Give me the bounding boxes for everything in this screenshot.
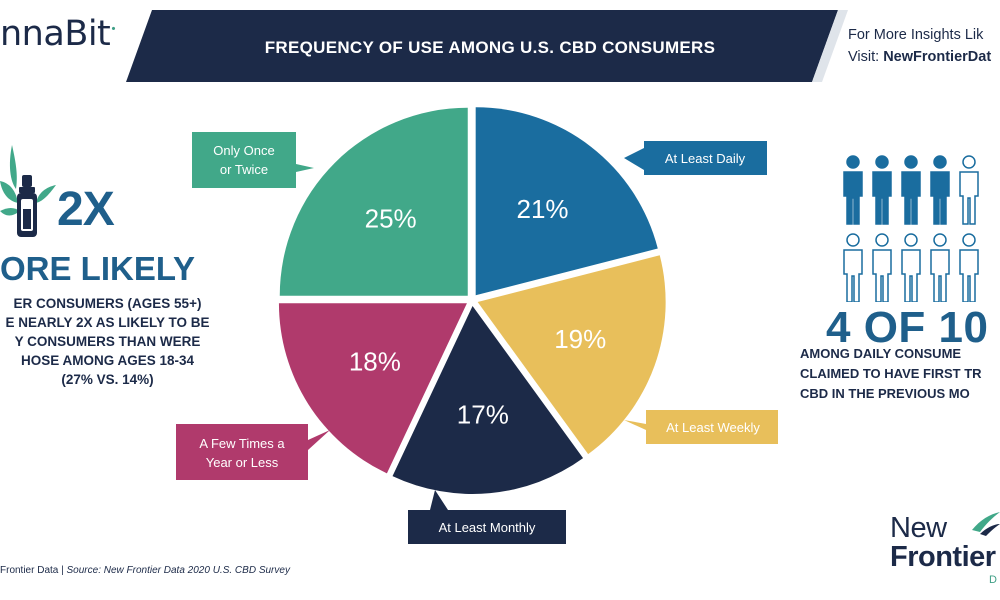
person-icon-outline bbox=[872, 233, 892, 302]
pie-slice-a-few-times-a-year-or-less bbox=[278, 303, 467, 474]
page-title: FREQUENCY OF USE AMONG U.S. CBD CONSUMER… bbox=[264, 38, 716, 57]
person-icon-outline bbox=[930, 233, 950, 302]
person-icon-outline bbox=[959, 233, 979, 302]
person-icon-outline bbox=[959, 155, 979, 225]
cannabis-dropper-icon bbox=[0, 145, 56, 237]
pie-slice-value-label: 19% bbox=[554, 324, 606, 354]
people-icon bbox=[843, 155, 979, 302]
person-icon-outline bbox=[843, 233, 863, 302]
insight-prefix: Visit: bbox=[848, 49, 884, 65]
footer-org: Frontier Data | bbox=[0, 565, 67, 576]
callout-once-label: or Twice bbox=[220, 162, 268, 177]
left-stat-description: ER CONSUMERS (AGES 55+) E NEARLY 2X AS L… bbox=[0, 294, 215, 389]
left-stat-heading: ORE LIKELY bbox=[0, 250, 195, 287]
pie-slice-at-least-daily bbox=[475, 107, 658, 296]
insight-link[interactable]: NewFrontierDat bbox=[883, 49, 992, 65]
right-stat-line: CBD IN THE PREVIOUS MO bbox=[800, 386, 970, 401]
brand-small: D bbox=[989, 574, 997, 586]
right-stat-description: AMONG DAILY CONSUME CLAIMED TO HAVE FIRS… bbox=[800, 344, 1000, 404]
callout-daily-box bbox=[624, 141, 767, 175]
brand-line-1: New bbox=[890, 512, 947, 544]
footer-source: Frontier Data | Source: New Frontier Dat… bbox=[0, 565, 290, 576]
cannabit-logo: nnaBit• bbox=[0, 14, 117, 54]
new-frontier-logo-mark bbox=[972, 512, 1000, 536]
left-stat-line: HOSE AMONG AGES 18-34 bbox=[20, 353, 195, 368]
callout-once-box bbox=[192, 132, 314, 188]
pie-slice-value-label: 17% bbox=[457, 400, 509, 430]
callout-daily-label: At Least Daily bbox=[665, 151, 746, 166]
pie-slice-at-least-monthly bbox=[392, 305, 584, 494]
callout-weekly-label: At Least Weekly bbox=[666, 420, 760, 435]
right-stat-line: AMONG DAILY CONSUME bbox=[800, 346, 962, 361]
footer-citation: Source: New Frontier Data 2020 U.S. CBD … bbox=[66, 565, 290, 576]
left-stat-line: E NEARLY 2X AS LIKELY TO BE bbox=[5, 315, 210, 330]
left-stat-line: Y CONSUMERS THAN WERE bbox=[14, 334, 201, 349]
brand-line-2: Frontier bbox=[890, 541, 996, 573]
header-title-banner bbox=[126, 10, 838, 82]
person-icon-highlighted bbox=[843, 155, 863, 225]
pie-slice-value-label: 25% bbox=[365, 204, 417, 234]
right-stat-line: CLAIMED TO HAVE FIRST TR bbox=[800, 366, 982, 381]
pie-slice-only-once-or-twice bbox=[279, 107, 468, 296]
insight-line: For More Insights Lik bbox=[848, 27, 984, 43]
person-icon-highlighted bbox=[872, 155, 892, 225]
callout-year-label: Year or Less bbox=[206, 455, 279, 470]
callout-monthly-label: At Least Monthly bbox=[439, 520, 536, 535]
pie-slice-value-label: 18% bbox=[349, 347, 401, 377]
callout-year-box bbox=[176, 424, 330, 480]
person-icon-highlighted bbox=[901, 155, 921, 225]
header-band bbox=[126, 10, 848, 82]
callout-year-label: A Few Times a bbox=[199, 436, 285, 451]
callout-once-label: Only Once bbox=[213, 143, 274, 158]
header-insight-slant bbox=[812, 10, 848, 82]
callout-monthly-box bbox=[408, 490, 566, 544]
right-stat-value: 4 OF 10 bbox=[826, 303, 989, 352]
left-stat-value: 2X bbox=[57, 183, 115, 236]
person-icon-outline bbox=[901, 233, 921, 302]
pie-slice-value-label: 21% bbox=[516, 194, 568, 224]
pie-slice-at-least-weekly bbox=[477, 255, 666, 455]
left-stat-line: (27% VS. 14%) bbox=[61, 372, 154, 387]
insight-banner[interactable]: For More Insights Lik Visit: NewFrontier… bbox=[848, 24, 991, 68]
person-icon-highlighted bbox=[930, 155, 950, 225]
left-stat-line: ER CONSUMERS (AGES 55+) bbox=[13, 296, 202, 311]
callout-weekly-box bbox=[624, 410, 778, 444]
